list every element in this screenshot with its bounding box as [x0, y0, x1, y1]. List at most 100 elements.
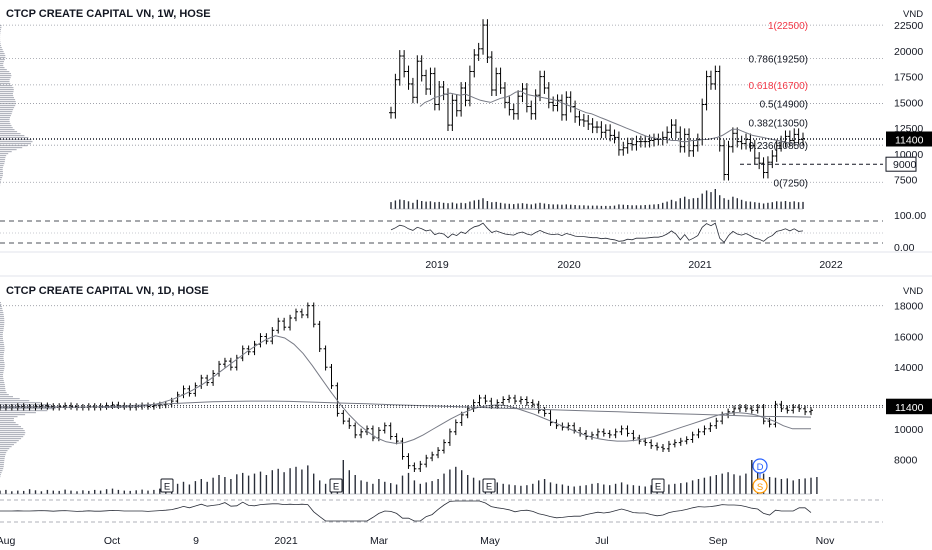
weekly-chart-panel[interactable]: CTCP CREATE CAPITAL VN, 1W, HOSE VND 1(2…: [0, 8, 932, 271]
volume-bar: [657, 204, 660, 209]
volume-profile-row: [0, 163, 5, 165]
volume-bar: [792, 480, 794, 494]
daily-price-axis[interactable]: 18000 16000 14000 10000 8000: [894, 301, 923, 467]
volume-bar: [614, 483, 617, 494]
time-tick-label: 2022: [819, 259, 843, 271]
volume-bar: [565, 204, 567, 209]
volume-bar: [265, 475, 268, 494]
volume-bar: [627, 205, 629, 209]
volume-bar: [135, 490, 137, 494]
volume-bar: [486, 201, 489, 209]
earnings-marker[interactable]: [160, 478, 174, 493]
volume-profile-row: [0, 81, 10, 83]
volume-bar: [508, 203, 510, 209]
weekly-volume-profile: [0, 25, 33, 187]
volume-profile-row: [0, 310, 3, 312]
volume-bar: [514, 485, 516, 494]
volume-bar: [416, 199, 418, 209]
volume-profile-row: [0, 27, 2, 29]
volume-bar: [283, 472, 285, 494]
volume-bar: [600, 205, 603, 209]
earnings-marker[interactable]: [329, 478, 343, 493]
volume-profile-row: [0, 406, 57, 408]
daily-event-markers[interactable]: E E E E DS: [160, 458, 768, 494]
volume-profile-row: [0, 111, 13, 113]
volume-profile-row: [0, 474, 1, 476]
volume-bar: [324, 483, 327, 494]
volume-bar: [508, 484, 510, 494]
dividend-marker[interactable]: [752, 458, 768, 474]
volume-bar: [797, 202, 800, 209]
volume-profile-row: [0, 143, 31, 145]
volume-profile-row: [0, 109, 14, 111]
volume-bar: [182, 481, 185, 494]
volume-profile-row: [0, 161, 5, 163]
volume-bar: [242, 472, 244, 494]
volume-bar: [578, 205, 581, 209]
volume-profile-row: [0, 442, 17, 444]
volume-bar: [499, 202, 502, 209]
volume-bar: [719, 195, 721, 209]
time-tick-label: Nov: [816, 535, 835, 547]
earnings-marker[interactable]: [651, 478, 665, 493]
volume-bar: [105, 489, 108, 494]
volume-profile-row: [0, 71, 10, 73]
volume-profile-row: [0, 364, 5, 366]
volume-bar: [609, 485, 611, 494]
volume-bar: [188, 484, 191, 494]
volume-profile-row: [0, 99, 16, 101]
volume-bar: [70, 490, 72, 494]
volume-profile-row: [0, 464, 4, 466]
volume-profile-row: [0, 87, 14, 89]
volume-profile-row: [0, 147, 23, 149]
volume-profile-row: [0, 133, 21, 135]
volume-bar: [277, 468, 279, 494]
daily-currency-label: VND: [903, 286, 923, 297]
volume-profile-row: [0, 470, 3, 472]
price-badge: [886, 132, 932, 147]
volume-profile-row: [0, 304, 2, 306]
weekly-time-axis[interactable]: 2019 2020 2021 2022: [425, 259, 843, 271]
volume-bar: [727, 199, 730, 209]
volume-profile-row: [0, 320, 5, 322]
volume-bar: [469, 201, 471, 209]
volume-bar: [307, 465, 309, 494]
volume-bar: [520, 485, 522, 494]
volume-bar: [472, 477, 475, 494]
volume-bar: [348, 470, 350, 494]
weekly-price-badges: 11500114009000: [0, 131, 932, 172]
volume-bar: [573, 486, 575, 494]
daily-time-axis[interactable]: Aug Oct 9 2021 Mar May Jul Sep Nov: [0, 535, 835, 547]
volume-profile-row: [0, 127, 13, 129]
volume-profile-row: [0, 83, 11, 85]
earnings-marker-label: E: [164, 482, 170, 493]
time-tick-label: Jul: [595, 535, 608, 547]
volume-bar: [739, 475, 741, 494]
split-marker[interactable]: [752, 478, 768, 494]
earnings-marker[interactable]: [482, 478, 496, 493]
volume-profile-row: [0, 438, 22, 440]
volume-bar: [473, 200, 475, 209]
volume-bar: [442, 202, 445, 209]
volume-profile-row: [0, 366, 5, 368]
volume-bar: [644, 486, 646, 494]
volume-profile-row: [0, 398, 20, 400]
fib-level-label: 0.5(14900): [760, 99, 808, 110]
volume-bar: [733, 474, 735, 494]
volume-bar: [82, 490, 84, 494]
volume-bar: [597, 483, 599, 494]
volume-profile-row: [0, 53, 5, 55]
volume-profile-row: [0, 123, 11, 125]
volume-profile-row: [0, 91, 14, 93]
volume-bar: [354, 475, 356, 494]
volume-profile-row: [0, 308, 3, 310]
oscillator-line: [390, 222, 804, 244]
volume-profile-row: [0, 314, 4, 316]
volume-bar: [556, 204, 559, 209]
volume-profile-row: [0, 165, 4, 167]
volume-profile-row: [0, 446, 12, 448]
volume-profile-row: [0, 376, 4, 378]
volume-profile-row: [0, 322, 5, 324]
volume-profile-row: [0, 103, 16, 105]
